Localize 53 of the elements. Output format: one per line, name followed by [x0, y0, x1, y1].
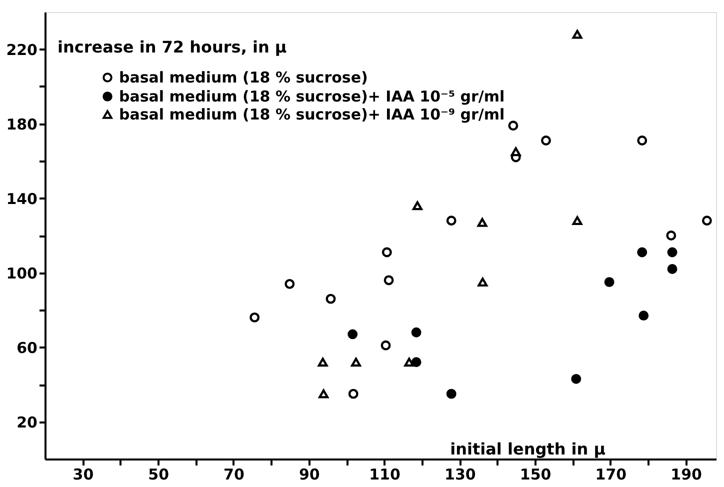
- point: [404, 358, 414, 367]
- point: [411, 357, 422, 368]
- point: [384, 275, 394, 286]
- point: [667, 247, 678, 258]
- x-axis-title: initial length in μ: [450, 440, 606, 458]
- point: [572, 30, 582, 39]
- point: [572, 216, 582, 226]
- point: [326, 294, 336, 304]
- point: [571, 374, 582, 384]
- point: [478, 278, 488, 287]
- point: [604, 277, 614, 288]
- point: [348, 388, 358, 399]
- point: [380, 340, 391, 350]
- point: [446, 388, 456, 399]
- point: [411, 327, 422, 338]
- x-tick-label: 170: [595, 466, 627, 484]
- point: [348, 329, 358, 340]
- point: [638, 310, 649, 321]
- legend-label: basal medium (18 % sucrose): [119, 68, 368, 86]
- y-tick-label: 180: [6, 115, 38, 134]
- point: [508, 120, 518, 131]
- point: [446, 216, 456, 226]
- x-tick-label: 150: [520, 466, 552, 484]
- x-tick-label: 90: [298, 466, 320, 484]
- y-tick-label: 100: [6, 264, 38, 282]
- point: [510, 147, 521, 156]
- y-tick-label: 20: [16, 413, 38, 432]
- y-tick-label: 140: [6, 190, 38, 208]
- point: [477, 218, 488, 227]
- y-axis-title: increase in 72 hours, in μ: [58, 38, 287, 56]
- x-tick-label: 110: [369, 466, 400, 484]
- point: [382, 247, 392, 258]
- point: [702, 216, 712, 226]
- point: [637, 136, 648, 146]
- point: [351, 358, 361, 367]
- x-tick-label: 190: [670, 466, 702, 484]
- legend-label: basal medium (18 % sucrose)+ IAA 10⁻⁹ gr/ml: [119, 106, 505, 124]
- point: [250, 312, 260, 322]
- legend-label: basal medium (18 % sucrose)+ IAA 10⁻⁵ gr/ml: [119, 88, 505, 106]
- point: [318, 358, 328, 367]
- x-tick-label: 130: [444, 466, 476, 484]
- point: [667, 264, 678, 274]
- y-tick-label: 60: [16, 338, 38, 357]
- y-tick-label: 220: [6, 40, 38, 59]
- x-tick-label: 50: [148, 466, 170, 484]
- point: [666, 230, 676, 240]
- x-tick-label: 70: [224, 466, 244, 484]
- x-tick-label: 30: [72, 466, 94, 484]
- point: [412, 201, 422, 210]
- point: [284, 278, 295, 289]
- point: [637, 247, 648, 258]
- point: [318, 389, 329, 398]
- point: [541, 136, 551, 146]
